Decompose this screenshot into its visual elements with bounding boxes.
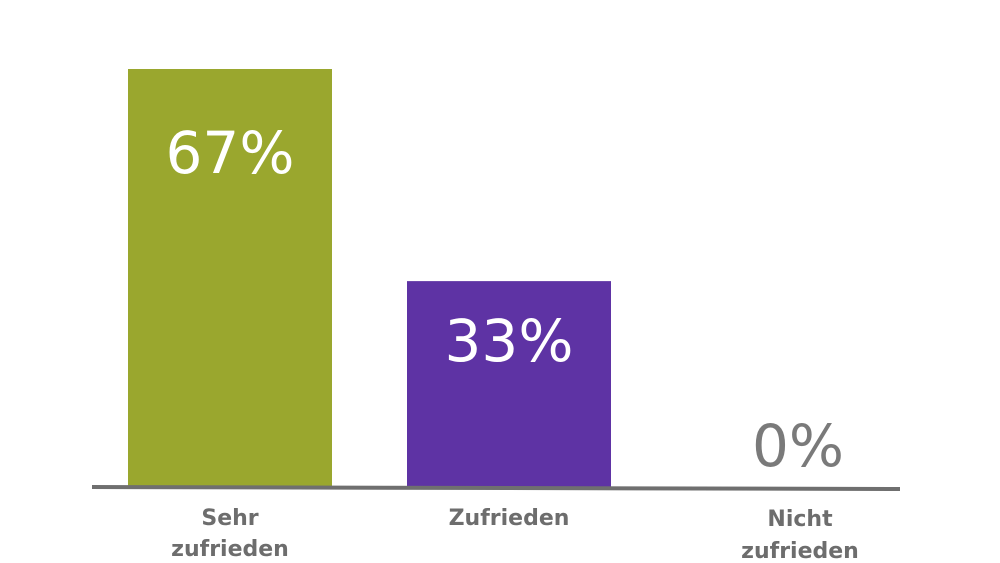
category-label-3-line-2: zufrieden [741,539,859,563]
category-label-2-line-1: Zufrieden [449,506,570,531]
value-labels-group: 67% 33% 0% [166,119,844,480]
bar-2 [407,281,611,487]
category-label-3-line-1: Nicht [767,507,833,532]
category-labels-group: Sehr zufrieden Zufrieden Nicht zufrieden [171,506,859,563]
x-axis-baseline [91,485,901,491]
category-label-1-line-1: Sehr [201,506,258,531]
category-label-1-line-2: zufrieden [171,537,289,562]
value-label-3: 0% [752,412,844,480]
bars-group [128,69,611,487]
value-label-1: 67% [166,119,295,187]
value-label-2: 33% [445,307,574,375]
bar-1 [128,69,332,487]
